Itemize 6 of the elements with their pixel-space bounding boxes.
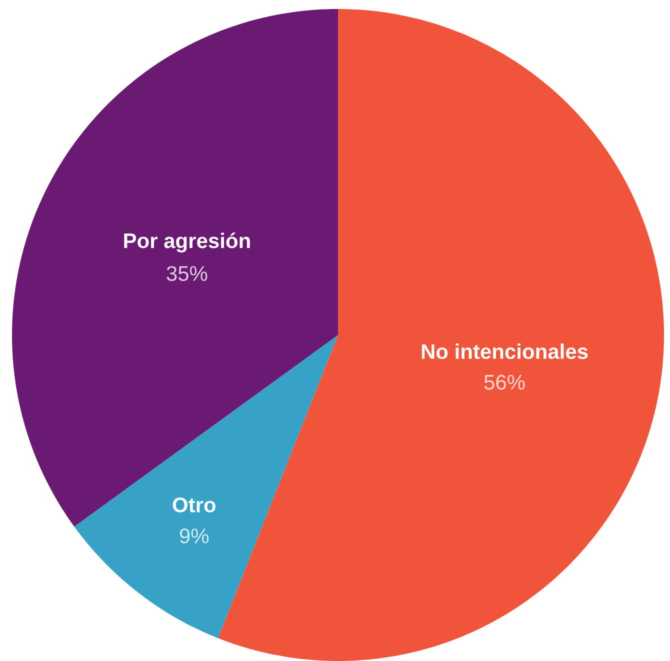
data-label: 35% <box>166 266 208 281</box>
slice-label: No intencionales <box>422 344 588 359</box>
slice-label: Otro <box>172 498 216 512</box>
data-label: 9% <box>180 528 209 544</box>
data-label: 56% <box>484 374 525 390</box>
slice-label: Por agresión <box>124 232 250 252</box>
